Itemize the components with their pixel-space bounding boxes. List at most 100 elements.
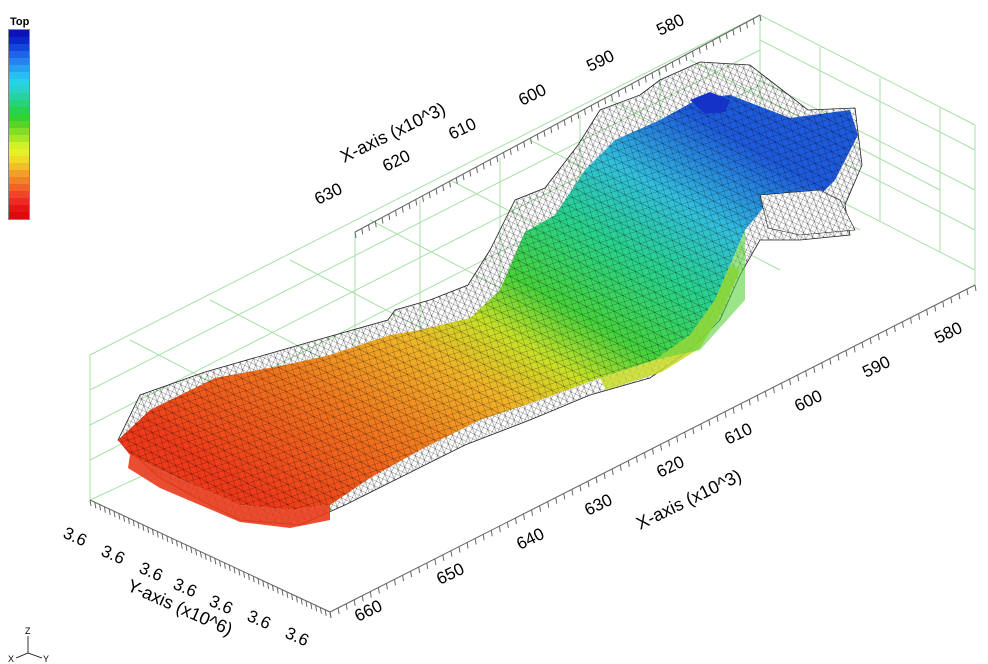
legend-swatch	[9, 156, 29, 163]
axis-tick	[861, 342, 864, 349]
legend-swatch	[9, 177, 29, 184]
axis-tick	[926, 309, 929, 316]
axis-tick	[353, 599, 356, 606]
axis-tick	[651, 72, 654, 79]
axis-tick	[617, 90, 620, 98]
axis-tick	[603, 472, 606, 480]
triad-x-label: X	[8, 654, 14, 664]
axis-tick	[676, 436, 679, 443]
axis-tick	[869, 338, 872, 345]
axis-tick	[740, 403, 743, 410]
axis-tick	[180, 542, 183, 549]
axis-tick	[394, 579, 396, 586]
legend-title: Top	[10, 16, 30, 28]
axis-tick	[482, 534, 485, 541]
axis-tick	[415, 199, 418, 206]
axis-tick	[813, 366, 816, 373]
axis-tick	[950, 297, 953, 304]
legend-swatch	[9, 72, 29, 79]
axis-tick	[893, 325, 896, 332]
axis-tick	[276, 587, 279, 594]
legend-swatch	[9, 30, 29, 37]
axis-tick	[377, 587, 380, 594]
grid-line	[89, 14, 761, 356]
axis-tick	[514, 517, 517, 525]
y-axis-tick-label: 3.6	[282, 623, 311, 650]
axis-tick	[752, 18, 755, 25]
axis-tick	[381, 217, 384, 224]
axis-tick	[354, 231, 357, 239]
axis-tick	[692, 427, 695, 435]
axis-tick	[199, 551, 202, 558]
axis-tick	[698, 47, 701, 54]
axis-tick	[295, 596, 298, 603]
axis-tick	[395, 210, 397, 217]
axis-tick	[658, 69, 661, 76]
axis-tick	[918, 313, 921, 320]
axis-tick	[238, 569, 241, 576]
axis-tick	[756, 395, 759, 402]
axis-tick	[732, 407, 735, 414]
axis-tick	[719, 36, 721, 43]
axis-tick	[99, 504, 102, 511]
orientation-triad: Z X Y	[8, 626, 49, 664]
axis-tick	[530, 137, 532, 145]
axis-tick	[305, 600, 308, 607]
axis-tick	[166, 535, 169, 542]
axis-tick	[725, 33, 728, 40]
legend-swatch	[9, 65, 29, 72]
surface-top	[118, 92, 858, 528]
axis-tick	[204, 553, 207, 560]
axis-tick	[550, 127, 553, 134]
axis-tick	[385, 583, 388, 590]
axis-tick	[797, 374, 800, 382]
axis-tick	[942, 301, 945, 308]
axis-tick	[966, 289, 969, 296]
axis-tick	[228, 564, 231, 572]
axis-tick	[171, 537, 174, 545]
axis-tick	[418, 566, 421, 574]
x-axis-front-tick-label: 610	[721, 419, 755, 449]
axis-tick	[324, 609, 327, 616]
axis-tick	[759, 14, 762, 22]
axis-tick	[476, 166, 478, 173]
legend-swatch	[9, 121, 29, 128]
axis-tick	[570, 116, 573, 123]
x-axis-back-tick-label: 630	[311, 179, 345, 209]
triad-z-label: Z	[25, 626, 31, 636]
axis-tick	[469, 170, 472, 177]
x-axis-front-tick-label: 630	[581, 490, 615, 520]
y-axis-tick-label: 3.6	[98, 541, 127, 568]
axis-tick	[579, 485, 582, 492]
axis-tick	[539, 505, 542, 512]
axis-tick	[103, 506, 106, 513]
axis-tick	[829, 358, 832, 365]
axis-tick	[142, 524, 145, 531]
axis-tick	[361, 595, 364, 602]
axis-tick	[587, 481, 590, 488]
axis-tick	[410, 571, 413, 578]
axis-tick	[644, 76, 647, 83]
axis-tick	[595, 477, 598, 484]
axis-tick	[428, 192, 431, 199]
axis-tick	[789, 378, 792, 386]
legend-swatch	[9, 44, 29, 51]
legend-swatch	[9, 93, 29, 100]
axis-tick	[455, 177, 458, 184]
axis-tick	[555, 497, 558, 504]
axis-tick	[748, 399, 751, 406]
axis-tick	[422, 195, 424, 202]
legend-swatch	[9, 191, 29, 198]
axis-tick	[910, 317, 912, 324]
axis-tick	[619, 464, 622, 471]
axis-tick	[434, 558, 437, 565]
axis-tick	[563, 493, 566, 500]
axis-tick	[708, 419, 711, 426]
x-axis-back-tick-label: 580	[653, 10, 687, 40]
legend-swatch	[9, 100, 29, 107]
legend-swatch	[9, 135, 29, 142]
axis-tick	[974, 284, 977, 292]
axis-tick	[853, 346, 856, 353]
axis-tick	[337, 607, 340, 614]
